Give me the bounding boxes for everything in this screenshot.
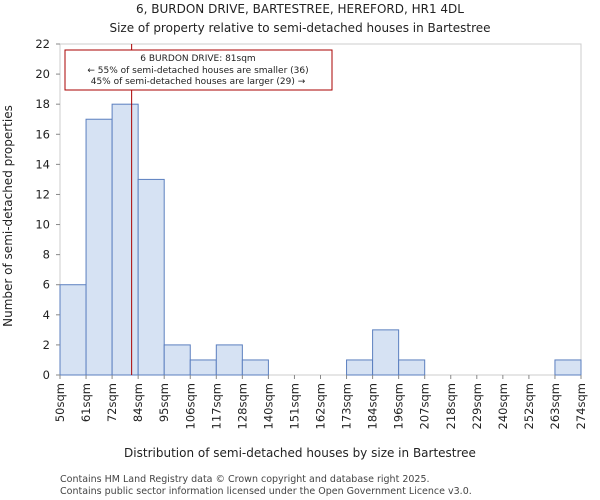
x-tick-label: 50sqm <box>53 383 67 422</box>
bar-61sqm <box>85 118 113 376</box>
bars-layer <box>59 103 582 376</box>
y-tick-label: 16 <box>35 127 50 141</box>
x-tick-label: 207sqm <box>418 383 432 429</box>
y-axis-label: Number of semi-detached properties <box>1 105 15 327</box>
footer-line2: Contains public sector information licen… <box>60 486 472 497</box>
y-tick-label: 10 <box>35 218 50 232</box>
bar-117sqm <box>215 344 243 376</box>
chart-subtitle: Size of property relative to semi-detach… <box>109 21 490 35</box>
y-tick-label: 2 <box>43 338 50 352</box>
y-tick-label: 6 <box>43 278 50 292</box>
bar-50sqm <box>59 284 87 376</box>
y-tick-label: 4 <box>43 308 50 322</box>
x-tick-label: 84sqm <box>131 383 145 422</box>
bar-196sqm <box>398 359 426 376</box>
x-tick-label: 218sqm <box>444 383 458 429</box>
x-tick-label: 252sqm <box>522 383 536 429</box>
bar-95sqm <box>163 344 191 376</box>
y-ticks: 0 2 4 6 8 10 12 14 16 18 20 22 <box>35 37 60 382</box>
bar-72sqm <box>111 103 139 376</box>
x-tick-label: 240sqm <box>496 383 510 429</box>
bar-263sqm <box>554 359 582 376</box>
y-tick-label: 22 <box>35 37 50 51</box>
x-tick-label: 173sqm <box>340 383 354 429</box>
x-tick-label: 106sqm <box>183 383 197 429</box>
x-tick-label: 72sqm <box>105 383 119 422</box>
bar-184sqm <box>372 329 400 376</box>
annotation-box <box>64 49 333 91</box>
bar-173sqm <box>346 359 374 376</box>
annotation-line2: ← 55% of semi-detached houses are smalle… <box>87 66 308 76</box>
y-tick-label: 14 <box>35 157 50 171</box>
x-tick-label: 196sqm <box>392 383 406 429</box>
y-tick-label: 8 <box>43 248 50 262</box>
annotation-line1: 6 BURDON DRIVE: 81sqm <box>140 54 255 64</box>
x-tick-label: 117sqm <box>209 383 223 429</box>
x-axis-label: Distribution of semi-detached houses by … <box>124 446 476 460</box>
chart-title: 6, BURDON DRIVE, BARTESTREE, HEREFORD, H… <box>136 2 464 16</box>
x-tick-label: 151sqm <box>287 383 301 429</box>
x-tick-label: 162sqm <box>314 383 328 429</box>
x-tick-label: 229sqm <box>470 383 484 429</box>
x-tick-label: 140sqm <box>261 383 275 429</box>
x-tick-label: 128sqm <box>235 383 249 429</box>
y-tick-label: 18 <box>35 97 50 111</box>
y-tick-label: 0 <box>43 368 50 382</box>
y-tick-label: 20 <box>35 67 50 81</box>
x-ticks: 50sqm 61sqm 72sqm 84sqm 95sqm 106sqm 117sqm 128… <box>53 375 588 429</box>
bar-106sqm <box>189 359 217 376</box>
x-tick-label: 184sqm <box>366 383 380 429</box>
footer-line1: Contains HM Land Registry data © Crown c… <box>60 474 430 485</box>
x-tick-label: 263sqm <box>548 383 562 429</box>
x-tick-label: 274sqm <box>574 383 588 429</box>
x-tick-label: 61sqm <box>79 383 93 422</box>
bar-84sqm <box>137 178 165 376</box>
bar-128sqm <box>241 359 269 376</box>
x-tick-label: 95sqm <box>157 383 171 422</box>
annotation-line3: 45% of semi-detached houses are larger (… <box>91 77 306 87</box>
y-tick-label: 12 <box>35 187 50 201</box>
